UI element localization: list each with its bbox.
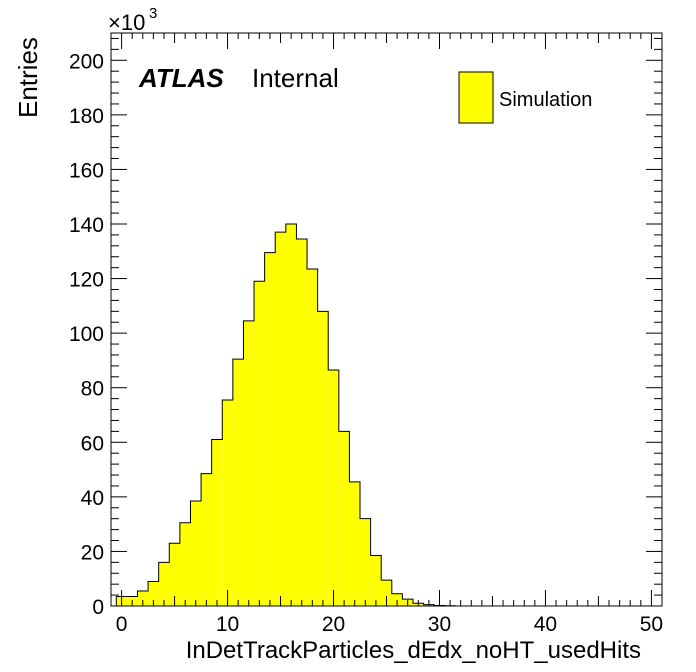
- histogram-bin: [349, 481, 361, 606]
- atlas-internal-label: Internal: [252, 63, 339, 93]
- y-tick-label: 140: [69, 214, 104, 237]
- histogram-bin: [232, 359, 244, 606]
- x-tick-label: 30: [428, 613, 451, 636]
- y-multiplier-exponent: 3: [149, 5, 157, 22]
- histogram-bin: [328, 369, 339, 606]
- histogram-bin: [370, 555, 382, 606]
- y-tick-label: 120: [69, 269, 104, 292]
- histogram-bin: [360, 518, 371, 606]
- y-multiplier-label: ×10: [108, 10, 145, 35]
- y-tick-label: 200: [69, 50, 104, 73]
- legend: Simulation: [458, 71, 592, 124]
- histogram-bin: [307, 269, 318, 606]
- x-tick-label: 10: [216, 613, 239, 636]
- histogram-bin: [243, 320, 255, 606]
- y-tick-label: 60: [81, 432, 104, 455]
- y-tick-label: 40: [81, 487, 104, 510]
- y-tick-label: 100: [69, 323, 104, 346]
- x-tick-label: 40: [534, 613, 557, 636]
- x-axis-label: InDetTrackParticles_dEdx_noHT_usedHits: [186, 637, 641, 664]
- x-tick-label: 20: [322, 613, 345, 636]
- x-tick-label: 0: [116, 613, 128, 636]
- histogram-bin: [338, 431, 350, 606]
- histogram-bin: [222, 399, 233, 606]
- histogram-bin: [201, 473, 212, 606]
- y-axis-ticks: 0 20 40 60 80 100 120 140 160 180 200: [69, 37, 662, 619]
- x-tick-label: 50: [640, 613, 663, 636]
- histogram-bin: [381, 580, 392, 606]
- legend-entry-simulation: Simulation: [499, 89, 592, 111]
- histogram-bars: [116, 224, 456, 606]
- histogram-bin: [296, 239, 308, 606]
- histogram-bin: [158, 562, 170, 606]
- legend-swatch-simulation: [458, 71, 494, 124]
- histogram-bin: [285, 224, 297, 606]
- histogram-bin: [264, 252, 276, 606]
- y-tick-label: 160: [69, 159, 104, 182]
- histogram-bin: [211, 439, 223, 606]
- y-tick-label: 180: [69, 105, 104, 128]
- histogram-bin: [190, 500, 202, 606]
- histogram-bin: [169, 543, 180, 606]
- histogram-bin: [137, 590, 149, 606]
- histogram-bin: [275, 232, 286, 606]
- atlas-label: ATLAS: [138, 63, 224, 93]
- y-tick-label: 80: [81, 378, 104, 401]
- histogram-bin: [254, 281, 265, 606]
- histogram-bin: [179, 522, 191, 606]
- histogram-bin: [391, 593, 403, 606]
- histogram-bin: [317, 311, 329, 606]
- x-axis-ticks: 0 10 20 30 40 50: [110, 33, 663, 636]
- y-tick-label: 0: [92, 596, 104, 619]
- histogram-bin: [148, 581, 159, 606]
- y-axis-label: Entries: [13, 37, 43, 118]
- y-tick-label: 20: [81, 541, 104, 564]
